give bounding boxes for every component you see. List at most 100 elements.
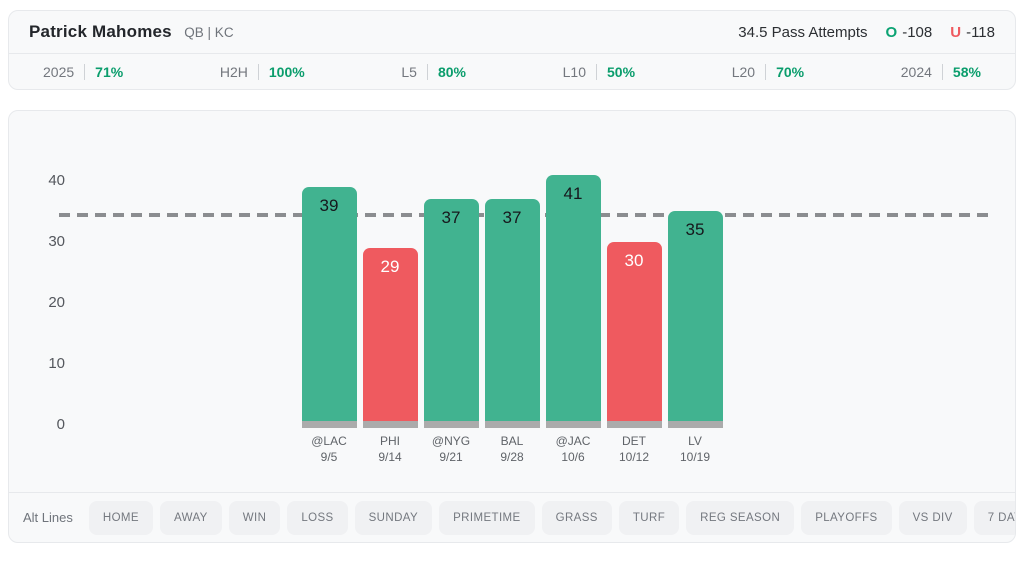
x-axis-team-label: PHI xyxy=(379,434,400,448)
hit-rate-stats-row: 2025 71% H2H 100% L5 80% L10 50% L20 70% 2024… xyxy=(9,54,1015,89)
x-axis: @LAC 9/5 PHI 9/14 @NYG 9/21 BAL 9/28 @JAC 10/6 DET… xyxy=(9,433,1015,465)
filter-button-sunday[interactable]: SUNDAY xyxy=(354,500,433,535)
over-odds-button[interactable]: O -108 xyxy=(886,24,933,41)
bar-value-label: 41 xyxy=(563,184,583,203)
bar-value-label: 39 xyxy=(319,196,339,215)
alt-lines-label: Alt Lines xyxy=(23,510,73,525)
bars-container: 39 29 37 37 41 30 35 xyxy=(9,111,1015,428)
stat-separator xyxy=(84,63,86,80)
filter-button-turf[interactable]: TURF xyxy=(618,500,680,535)
bar-base-strip xyxy=(606,421,662,428)
stat-label: 2025 xyxy=(43,63,75,80)
x-axis-label: @JAC 10/6 xyxy=(546,433,601,465)
filter-button-loss[interactable]: LOSS xyxy=(287,500,348,535)
x-axis-label: @NYG 9/21 xyxy=(424,433,479,465)
stat-2024: 2024 58% xyxy=(900,63,981,80)
prop-line-label: 34.5 Pass Attempts xyxy=(738,23,868,41)
bar-det[interactable]: 30 xyxy=(606,242,662,428)
bar-base-strip xyxy=(423,421,479,428)
stat-value: 58% xyxy=(952,63,981,80)
filter-button-primetime[interactable]: PRIMETIME xyxy=(439,500,535,535)
over-odds-value: -108 xyxy=(902,23,933,41)
x-axis-label: PHI 9/14 xyxy=(363,433,418,465)
y-tick-label: 20 xyxy=(48,294,65,311)
bar-base-strip xyxy=(545,421,601,428)
filter-button-vs-div[interactable]: VS DIV xyxy=(898,500,967,535)
bar-at-nyg[interactable]: 37 xyxy=(423,199,479,428)
bar-base-strip xyxy=(362,421,418,428)
stat-label: L5 xyxy=(401,63,417,80)
game-log-chart-card: 0 10 20 30 40 39 29 37 37 41 30 35 @LAC 9/5 PHI 9/14 @… xyxy=(8,110,1016,543)
stat-l20: L20 70% xyxy=(731,63,805,80)
stat-label: H2H xyxy=(219,63,248,80)
x-axis-date-label: 10/19 xyxy=(679,450,711,464)
stat-separator xyxy=(596,63,597,80)
bar-base-strip xyxy=(667,421,723,428)
x-axis-label: LV 10/19 xyxy=(668,433,723,465)
stat-value: 71% xyxy=(95,63,124,80)
player-position: QB | KC xyxy=(184,25,234,40)
stat-value: 70% xyxy=(776,63,805,80)
stat-separator xyxy=(941,63,943,80)
header-row: Patrick Mahomes QB | KC 34.5 Pass Attemp… xyxy=(9,11,1015,53)
stat-2025: 2025 71% xyxy=(43,63,124,80)
x-axis-team-label: @LAC xyxy=(311,434,347,448)
stat-l10: L10 50% xyxy=(562,63,636,80)
stat-value: 80% xyxy=(437,63,466,80)
bar-value-label: 35 xyxy=(685,220,705,239)
x-axis-team-label: DET xyxy=(622,434,646,448)
filter-button-home[interactable]: HOME xyxy=(88,500,153,535)
stat-label: L20 xyxy=(731,63,756,80)
stat-h2h: H2H 100% xyxy=(219,63,305,80)
x-axis-date-label: 9/5 xyxy=(320,450,338,464)
player-info: Patrick Mahomes QB | KC xyxy=(29,22,234,42)
filter-button-grass[interactable]: GRASS xyxy=(541,500,612,535)
filter-button-reg-season[interactable]: REG SEASON xyxy=(686,500,795,535)
bar-base-strip xyxy=(301,421,357,428)
bar-value-label: 29 xyxy=(380,257,400,276)
bar-bal[interactable]: 37 xyxy=(484,199,540,428)
x-axis-team-label: @JAC xyxy=(555,434,591,448)
stat-value: 100% xyxy=(268,63,305,80)
stat-value: 50% xyxy=(607,63,636,80)
filter-button-away[interactable]: AWAY xyxy=(159,500,222,535)
under-odds-button[interactable]: U -118 xyxy=(950,24,995,41)
x-axis-team-label: BAL xyxy=(500,434,524,448)
player-header-card: Patrick Mahomes QB | KC 34.5 Pass Attemp… xyxy=(8,10,1016,90)
x-axis-label: @LAC 9/5 xyxy=(302,433,357,465)
x-axis-date-label: 9/14 xyxy=(378,450,402,464)
filter-divider xyxy=(9,492,1015,493)
bar-value-label: 30 xyxy=(624,251,644,270)
bar-value-label: 37 xyxy=(502,208,522,227)
bar-lv[interactable]: 35 xyxy=(667,211,723,428)
y-tick-label: 40 xyxy=(48,172,65,189)
x-axis-date-label: 10/6 xyxy=(561,450,585,464)
filter-button-playoffs[interactable]: PLAYOFFS xyxy=(801,500,892,535)
filter-bar: Alt Lines ⌃ ⌄ HOMEAWAYWINLOSSSUNDAYPRIME… xyxy=(9,493,1015,542)
stat-label: 2024 xyxy=(900,63,932,80)
x-axis-team-label: LV xyxy=(688,434,702,448)
header-divider xyxy=(9,53,1015,54)
bar-chart: 0 10 20 30 40 39 29 37 37 41 30 35 xyxy=(9,111,1015,433)
stat-separator xyxy=(765,63,767,80)
player-name: Patrick Mahomes xyxy=(29,22,172,41)
bar-at-jac[interactable]: 41 xyxy=(545,175,601,428)
filter-button-win[interactable]: WIN xyxy=(228,500,281,535)
x-axis-date-label: 9/28 xyxy=(500,450,524,464)
x-axis-date-label: 10/12 xyxy=(618,450,650,464)
x-axis-date-label: 9/21 xyxy=(439,450,463,464)
bar-base-strip xyxy=(484,421,540,428)
over-letter: O xyxy=(885,23,898,41)
stat-label: L10 xyxy=(562,63,586,80)
prop-odds-group: 34.5 Pass Attempts O -108 U -118 xyxy=(738,24,995,41)
stat-separator xyxy=(426,63,428,80)
under-odds-value: -118 xyxy=(966,23,995,41)
y-tick-label: 30 xyxy=(48,233,65,250)
filter-button-7-days-rest[interactable]: 7 DAYS REST xyxy=(973,500,1015,535)
bar-phi[interactable]: 29 xyxy=(362,248,418,428)
bar-at-lac[interactable]: 39 xyxy=(301,187,357,428)
x-axis-label: BAL 9/28 xyxy=(485,433,540,465)
under-letter: U xyxy=(950,23,962,41)
stat-l5: L5 80% xyxy=(401,63,466,80)
bar-value-label: 37 xyxy=(441,208,461,227)
